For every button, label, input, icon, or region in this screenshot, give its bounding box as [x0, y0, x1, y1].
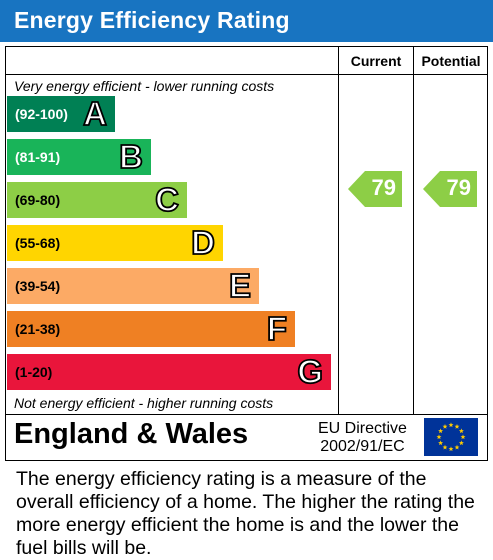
top-note: Very energy efficient - lower running co…: [14, 78, 275, 94]
column-divider: [413, 46, 414, 415]
potential-column-header: Potential: [421, 53, 481, 69]
band-letter: G: [296, 352, 323, 391]
eu-star-icon: [436, 434, 442, 440]
bottom-note: Not energy efficient - higher running co…: [14, 395, 274, 411]
eu-star-icon: [458, 440, 464, 446]
band-range-label: (21-38): [15, 321, 61, 337]
band-e: (39-54) E: [7, 266, 259, 305]
potential-rating-value: 79: [446, 175, 471, 200]
footer-divider: [5, 414, 488, 415]
eu-star-icon: [438, 428, 444, 434]
band-range-label: (55-68): [15, 235, 61, 251]
band-letter: A: [82, 94, 108, 133]
band-range-label: (81-91): [15, 149, 61, 165]
title-bar: Energy Efficiency Rating: [0, 0, 493, 42]
current-column-header: Current: [350, 53, 402, 69]
band-letter: B: [118, 137, 144, 176]
eu-star-icon: [460, 434, 466, 440]
description-text: The energy efficiency rating is a measur…: [16, 468, 475, 559]
band-d: (55-68) D: [7, 223, 223, 262]
eu-flag-icon: [424, 418, 478, 456]
band-a: (92-100) A: [7, 94, 115, 133]
band-c: (69-80) C: [7, 180, 187, 219]
page-title: Energy Efficiency Rating: [14, 7, 290, 33]
eu-star-icon: [448, 422, 454, 428]
band-range-label: (92-100): [15, 106, 68, 122]
band-letter: F: [266, 309, 288, 348]
potential-rating-arrow: 79: [423, 171, 477, 207]
band-letter: D: [190, 223, 216, 262]
eu-star-icon: [458, 428, 464, 434]
eu-star-icon: [442, 444, 448, 450]
band-range-label: (69-80): [15, 192, 61, 208]
eu-star-icon: [448, 446, 454, 452]
band-b: (81-91) B: [7, 137, 151, 176]
band-letter: C: [154, 180, 180, 219]
current-rating-arrow: 79: [348, 171, 402, 207]
column-divider: [338, 46, 339, 415]
current-rating-value: 79: [371, 175, 396, 200]
band-range-label: (39-54): [15, 278, 61, 294]
eu-star-icon: [438, 440, 444, 446]
eu-directive: EU Directive 2002/91/EC: [318, 420, 407, 456]
eu-star-icon: [454, 444, 460, 450]
country-label: England & Wales: [14, 418, 249, 450]
directive-line-2: 2002/91/EC: [320, 438, 405, 455]
eu-star-icon: [454, 424, 460, 429]
eu-star-icon: [442, 424, 448, 429]
rating-chart-frame: [5, 46, 488, 461]
band-letter: E: [228, 266, 252, 305]
header-divider: [5, 74, 488, 75]
band-g: (1-20) G: [7, 352, 331, 391]
band-f: (21-38) F: [7, 309, 295, 348]
directive-line-1: EU Directive: [318, 420, 407, 437]
band-range-label: (1-20): [15, 364, 53, 380]
